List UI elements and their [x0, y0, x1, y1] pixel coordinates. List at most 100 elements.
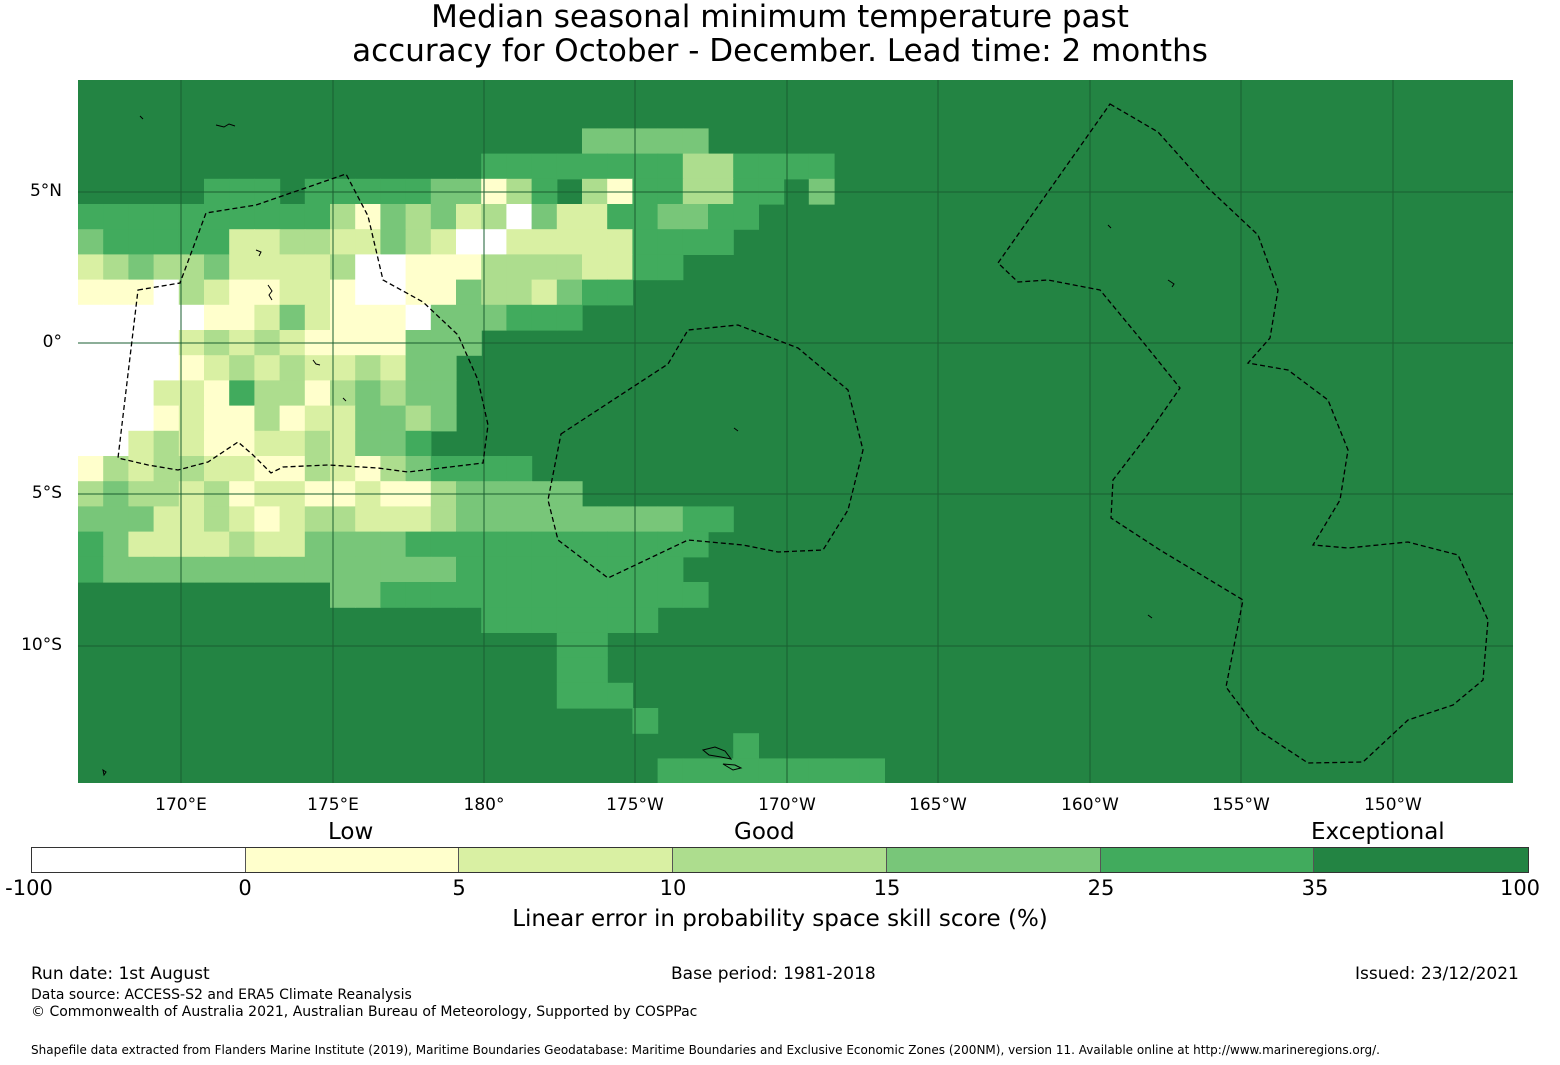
skill-cell — [582, 204, 608, 230]
skill-cell — [481, 506, 507, 533]
skill-cell — [506, 506, 533, 533]
skill-cell — [78, 304, 104, 331]
skill-cell — [355, 405, 381, 432]
skill-cell — [380, 506, 407, 533]
skill-cell — [405, 582, 432, 608]
skill-cell — [607, 607, 633, 633]
skill-cell — [380, 229, 407, 255]
colorbar-segment-25-35 — [1100, 848, 1315, 872]
skill-cell — [456, 531, 482, 558]
skill-cell — [279, 279, 306, 306]
skill-cell — [531, 279, 558, 306]
skill-cell — [279, 204, 306, 230]
skill-cell — [330, 254, 356, 281]
skill-cell — [556, 582, 583, 608]
skill-cell — [304, 456, 331, 482]
skill-cell — [254, 304, 281, 331]
skill-cell — [405, 506, 432, 533]
skill-cell — [481, 582, 507, 608]
skill-cell — [430, 556, 457, 583]
colorbar-tick-15: 15 — [873, 876, 901, 900]
skill-cell — [178, 456, 205, 482]
skill-cell — [380, 556, 407, 583]
base-period: Base period: 1981-2018 — [671, 964, 876, 984]
skill-cell — [78, 279, 104, 306]
skill-cell — [531, 229, 558, 255]
skill-cell — [607, 531, 633, 558]
skill-cell — [204, 204, 230, 230]
skill-cell — [632, 153, 659, 180]
skill-cell — [279, 430, 306, 457]
skill-cell — [405, 304, 432, 331]
skill-cell — [204, 304, 230, 331]
skill-cell — [682, 153, 709, 180]
eez-tuvalu-kiribati-west — [117, 173, 489, 474]
skill-cell — [682, 758, 709, 783]
skill-cell — [78, 506, 104, 533]
skill-cell — [330, 531, 356, 558]
skill-cell — [632, 506, 659, 533]
skill-cell — [531, 556, 558, 583]
skill-cell — [607, 254, 633, 281]
skill-cell — [405, 430, 432, 457]
skill-cell — [355, 456, 381, 482]
skill-cell — [355, 506, 381, 533]
islands — [102, 115, 1175, 777]
skill-cell — [531, 582, 558, 608]
skill-cell — [556, 607, 583, 633]
lon-label-160w: 160°W — [1061, 795, 1119, 815]
copyright: © Commonwealth of Australia 2021, Austra… — [31, 1004, 698, 1020]
skill-cell — [430, 531, 457, 558]
lat-label-10s: 10°S — [21, 635, 62, 655]
skill-cell — [178, 204, 205, 230]
skill-cell — [582, 657, 608, 684]
skill-cell — [506, 607, 533, 633]
skill-cell — [128, 279, 155, 306]
skill-cell — [708, 153, 734, 180]
skill-cell — [430, 506, 457, 533]
skill-cell — [178, 506, 205, 533]
skill-cell — [103, 254, 129, 281]
skill-cell — [304, 405, 331, 432]
skill-cell — [128, 556, 155, 583]
skill-cell — [229, 405, 255, 432]
skill-cell — [279, 355, 306, 381]
colorbar-segment-35-100 — [1314, 848, 1529, 872]
skill-cell — [279, 304, 306, 331]
skill-cell — [229, 456, 255, 482]
skill-cell — [153, 355, 180, 381]
skill-cell — [330, 204, 356, 230]
skill-cell — [682, 204, 709, 230]
skill-cell — [304, 506, 331, 533]
skill-cell — [78, 380, 104, 407]
skill-cell — [556, 304, 583, 331]
skill-cell — [481, 279, 507, 306]
skill-cell — [657, 128, 684, 155]
skill-cell — [808, 758, 835, 783]
skill-cell — [279, 506, 306, 533]
skill-cell — [153, 556, 180, 583]
skill-cell — [78, 456, 104, 482]
colorbar-tick-25: 25 — [1087, 876, 1115, 900]
skill-cell — [456, 254, 482, 281]
skill-cell — [279, 405, 306, 432]
skill-cell — [128, 380, 155, 407]
skill-cell — [128, 456, 155, 482]
skill-cell — [582, 607, 608, 633]
skill-cell — [128, 430, 155, 457]
skill-cell — [204, 456, 230, 482]
colorbar-tick-0: 0 — [238, 876, 252, 900]
skill-cell — [128, 355, 155, 381]
skill-cell — [229, 254, 255, 281]
skill-cell — [380, 582, 407, 608]
skill-cell — [380, 304, 407, 331]
skill-cell — [330, 229, 356, 255]
skill-cell — [582, 506, 608, 533]
skill-cell — [733, 758, 759, 783]
skill-cell — [355, 204, 381, 230]
skill-cell — [128, 254, 155, 281]
skill-cell — [380, 456, 407, 482]
skill-cell — [304, 304, 331, 331]
skill-cell — [304, 430, 331, 457]
skill-cell — [103, 229, 129, 255]
